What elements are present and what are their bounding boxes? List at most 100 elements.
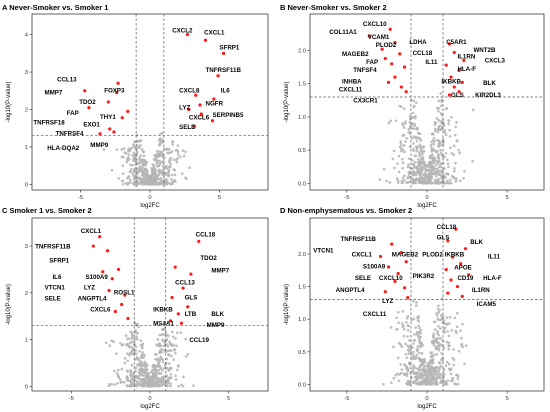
panel-a-point-sig bbox=[108, 127, 112, 131]
panel-c-point-nonsig bbox=[134, 366, 138, 370]
panel-b-point-nonsig bbox=[398, 104, 402, 108]
panel-b-y-tick-label: 2.0 bbox=[298, 49, 306, 55]
panel-c-point-nonsig bbox=[137, 325, 141, 329]
panel-c-point-nonsig bbox=[170, 330, 174, 334]
panel-b-point-nonsig bbox=[394, 119, 398, 123]
panel-c-point-nonsig bbox=[134, 349, 137, 352]
panel-a-point-nonsig bbox=[167, 151, 170, 155]
panel-a-point-nonsig bbox=[145, 170, 149, 174]
panel-d-point-nonsig bbox=[415, 301, 418, 304]
panel-a-point-nonsig bbox=[128, 170, 132, 174]
panel-c-point-nonsig bbox=[165, 384, 169, 388]
panel-d-point-nonsig bbox=[389, 326, 393, 329]
panel-b-point-nonsig bbox=[436, 138, 440, 142]
panel-d-point-nonsig bbox=[415, 331, 419, 334]
panel-d-point-nonsig bbox=[418, 371, 421, 375]
panel-d-point-nonsig bbox=[439, 343, 442, 346]
panel-c-point-nonsig bbox=[142, 374, 145, 377]
panel-c-point-nonsig bbox=[167, 334, 170, 338]
panel-c-point-nonsig bbox=[130, 364, 134, 367]
panel-b-point-nonsig bbox=[392, 149, 396, 153]
panel-c-point-nonsig bbox=[129, 352, 132, 356]
panel-c-point-nonsig bbox=[157, 378, 161, 382]
panel-c-gene-label: LTB bbox=[185, 311, 197, 318]
panel-d-point-nonsig bbox=[432, 370, 436, 373]
panel-d-point-nonsig bbox=[406, 328, 410, 332]
panel-c-point-nonsig bbox=[120, 380, 124, 384]
panel-b-point-sig bbox=[452, 85, 456, 89]
panel-d-point-nonsig bbox=[427, 371, 430, 375]
panel-d-point-nonsig bbox=[438, 336, 441, 340]
panel-d-gene-label: IL11 bbox=[488, 253, 501, 260]
panel-b-point-nonsig bbox=[453, 133, 457, 137]
panel-b-point-nonsig bbox=[446, 172, 450, 176]
panel-b-point-nonsig bbox=[412, 163, 416, 167]
panel-a-gene-label: CXCL2 bbox=[172, 28, 193, 35]
panel-b-point-nonsig bbox=[422, 149, 426, 153]
panel-b-frame bbox=[309, 13, 545, 191]
panel-b-point-nonsig bbox=[440, 113, 444, 117]
panel-c: C Smoker 1 vs. Smoker 2 CXCL1 CCL18 TNFRSF… bbox=[2, 206, 269, 410]
panel-d-point-nonsig bbox=[421, 381, 424, 385]
panel-b-point-nonsig bbox=[436, 170, 440, 174]
panel-a-point-nonsig bbox=[184, 176, 187, 180]
panel-a-point-sig bbox=[83, 89, 87, 93]
panel-a-x-axis-label: log2FC bbox=[140, 203, 160, 209]
panel-d-point-nonsig bbox=[399, 363, 403, 366]
panel-d-point-nonsig bbox=[438, 367, 441, 371]
panel-c-point-nonsig bbox=[130, 340, 133, 344]
panel-d-point-sig bbox=[444, 267, 448, 272]
panel-c-point-nonsig bbox=[142, 382, 145, 385]
panel-c-point-sig bbox=[126, 316, 130, 321]
panel-c-point-sig bbox=[170, 295, 174, 300]
panel-c-point-nonsig bbox=[157, 380, 160, 384]
panel-b-point-nonsig bbox=[441, 177, 445, 181]
panel-a-point-nonsig bbox=[180, 172, 184, 176]
panel-c-point-sig bbox=[197, 239, 201, 243]
panel-c-point-nonsig bbox=[138, 349, 141, 353]
panel-d-point-sig bbox=[463, 247, 468, 251]
panel-d-point-nonsig bbox=[395, 316, 398, 320]
panel-d-point-nonsig bbox=[432, 333, 435, 337]
panel-d-point-nonsig bbox=[405, 320, 408, 324]
panel-c-point-nonsig bbox=[156, 372, 160, 375]
panel-d-y-axis-label: -log10(P-value) bbox=[284, 284, 290, 325]
panel-d-point-nonsig bbox=[418, 366, 421, 369]
panel-d-point-nonsig bbox=[419, 376, 423, 380]
panel-c-point-nonsig bbox=[134, 352, 138, 355]
panel-b-gene-label: CXCL10 bbox=[363, 21, 387, 28]
panel-c-point-nonsig bbox=[142, 369, 145, 373]
panel-d-point-nonsig bbox=[443, 326, 447, 330]
panel-a-point-nonsig bbox=[184, 150, 187, 154]
panel-b-point-nonsig bbox=[414, 173, 418, 177]
panel-c-point-nonsig bbox=[118, 378, 122, 381]
panel-d: D Non-emphysematous vs. Smoker 2 CCL18 TN… bbox=[280, 206, 545, 410]
panel-b-point-nonsig bbox=[441, 138, 445, 141]
panel-b-point-nonsig bbox=[416, 160, 420, 164]
panel-b-point-nonsig bbox=[437, 99, 441, 103]
panel-a-point-nonsig bbox=[153, 178, 157, 182]
panel-a-point-nonsig bbox=[153, 158, 157, 162]
panel-c-point-nonsig bbox=[140, 354, 144, 357]
panel-b-gene-label: VCAM1 bbox=[368, 34, 390, 41]
panel-a-point-nonsig bbox=[136, 179, 139, 183]
panel-a-point-nonsig bbox=[142, 173, 146, 177]
panel-b-point-nonsig bbox=[445, 179, 449, 183]
panel-b-point-nonsig bbox=[414, 135, 418, 139]
panel-b-point-nonsig bbox=[431, 172, 435, 175]
panel-c-point-nonsig bbox=[129, 384, 133, 388]
panel-c-point-nonsig bbox=[165, 381, 168, 385]
panel-c-point-nonsig bbox=[174, 374, 177, 378]
panel-b-point-nonsig bbox=[416, 165, 420, 168]
panel-a-title: A Never-Smoker vs. Smoker 1 bbox=[2, 3, 108, 12]
panel-a-point-sig bbox=[87, 106, 91, 110]
panel-c-point-nonsig bbox=[136, 358, 140, 361]
panel-d-point-nonsig bbox=[398, 373, 401, 376]
panel-a-point-nonsig bbox=[161, 141, 164, 144]
panel-a-x-tick-label: 0 bbox=[148, 195, 151, 201]
panel-b-point-nonsig bbox=[410, 136, 414, 140]
panel-c-y-tick-label: 0 bbox=[25, 384, 28, 390]
panel-a-point-sig bbox=[194, 93, 198, 97]
panel-a-point-nonsig bbox=[159, 137, 163, 141]
panel-a-gene-label: CXCL1 bbox=[204, 30, 225, 37]
